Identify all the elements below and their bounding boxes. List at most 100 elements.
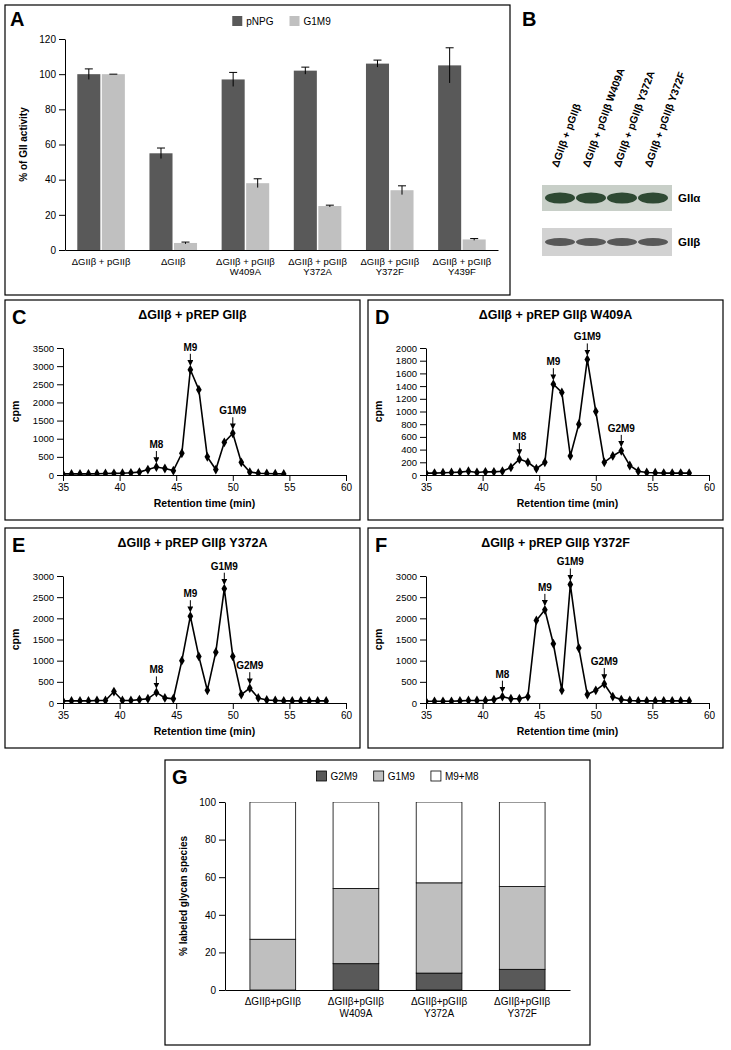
tick-mark [59,250,65,251]
tick: 50 [228,475,240,493]
annotation-arrow [587,343,588,354]
legend-swatch [316,771,326,781]
marker [426,696,429,703]
annotation-arrow [232,417,233,428]
marker [111,468,117,475]
tick-label: 3000 [396,571,417,582]
plot-area [63,365,287,475]
band-label: GIIβ [678,236,700,248]
annotation-arrow [190,354,191,365]
tick-mark [346,475,347,481]
legend: pNPGG1M9 [232,16,331,27]
tick-label: 50 [591,482,603,493]
panel-frame [5,300,360,520]
annotation: G1M9 [219,405,247,416]
marker [171,694,177,703]
tick-label: 60 [341,482,353,493]
tick: 1500 [33,415,63,426]
marker [247,683,253,693]
annotation-arrow [604,668,605,679]
axis: 0200400600800100012001400160018002000 [396,343,427,481]
tick: ΔGIIβ+pGIIβY372A [411,990,468,1019]
tick: 2000 [396,343,426,354]
marker [111,687,117,697]
tick: 55 [647,475,659,493]
marker [196,385,202,395]
axis: 354045505560 [58,703,353,721]
tick-label: 80 [45,104,57,115]
tick: 1500 [396,634,426,645]
tick: 40 [45,174,65,185]
error-bar [229,72,237,86]
tick-label: 120 [39,34,56,45]
legend-swatch [431,771,441,781]
tick-mark [63,475,64,481]
error-bar [446,48,454,83]
annotation-arrow [502,681,503,692]
marker [466,466,472,475]
bar [102,74,125,250]
marker [525,692,531,702]
marker [635,696,641,703]
tick: 0 [49,470,63,481]
tick-mark [57,682,63,683]
marker [188,611,194,621]
axis-title: % of GII activity [18,107,29,182]
tick-mark [59,180,65,181]
bar [250,939,296,990]
annotation: M9 [538,582,552,593]
tick-mark [420,399,426,400]
tick: 55 [284,703,296,721]
tick: 120 [39,34,65,45]
tick-label: 0 [210,985,216,996]
marker [63,469,66,475]
marker [179,448,185,458]
marker [567,451,573,461]
tick-label: 45 [171,710,183,721]
annotation: G2M9 [236,660,264,671]
tick-label: 100 [39,69,56,80]
marker [255,468,261,475]
tick-mark [420,475,426,476]
marker [500,692,506,702]
tick: 2000 [33,613,63,624]
tick: 35 [58,475,70,493]
blot-band [607,193,637,204]
tick-mark [289,703,290,709]
tick-mark [233,703,234,709]
tick-label: ΔGIIβ+pGIIβW409A [328,996,385,1019]
tick: ΔGIIβ [161,250,186,267]
axis: ΔGIIβ + pGIIβΔGIIβΔGIIβ + pGIIβW409AΔGII… [66,250,499,277]
annotation: M8 [149,439,163,450]
error-bar [85,69,93,80]
axis-title: Retention time (min) [517,497,619,509]
marker [652,468,658,475]
marker [264,695,270,703]
tick-label: 80 [205,834,217,845]
tick: 35 [421,475,433,493]
marker [474,696,480,703]
marker [77,469,83,475]
marker [63,696,66,703]
blot-background [542,185,672,211]
tick-label: 45 [534,482,546,493]
tick-mark [426,475,427,481]
bar [390,190,413,250]
tick-label: 1000 [396,406,417,417]
bar [499,887,545,970]
bar [246,183,269,250]
annotation-arrow [156,676,157,687]
tick-label: 60 [704,482,716,493]
tick-mark [120,475,121,481]
marker [686,696,692,703]
annotation: M8 [495,669,509,680]
annotation: M8 [512,431,526,442]
error-bar [109,74,117,75]
bar [222,79,245,250]
chart-title: ΔGIIβ + pREP GIIβ [138,308,247,322]
marker [247,467,253,475]
marker [584,690,590,700]
blot-background [542,228,672,256]
tick-mark [59,215,65,216]
marker [145,465,151,475]
